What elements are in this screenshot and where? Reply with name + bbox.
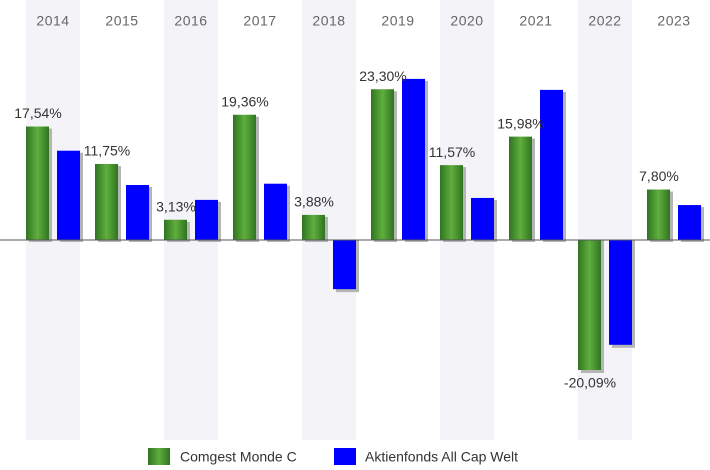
x-tick-label: 2016 (174, 13, 207, 29)
bar (126, 185, 149, 240)
legend-swatch (334, 448, 356, 465)
data-label: 17,54% (14, 105, 61, 121)
bar (647, 189, 670, 240)
x-tick-label: 2014 (36, 13, 69, 29)
bar (233, 114, 256, 240)
bar (540, 89, 563, 241)
data-label: -20,09% (564, 375, 616, 391)
data-label: 23,30% (359, 68, 406, 84)
bar (440, 165, 463, 240)
legend-label: Aktienfonds All Cap Welt (365, 449, 518, 465)
bar (609, 240, 632, 345)
bar (371, 89, 394, 241)
x-tick-label: 2017 (243, 13, 276, 29)
bar (195, 199, 218, 240)
legend-swatch (148, 448, 170, 465)
data-label: 11,75% (84, 143, 130, 159)
data-label: 19,36% (221, 93, 268, 109)
bar (509, 136, 532, 240)
data-label: 3,13% (156, 198, 196, 214)
bar (164, 219, 187, 240)
x-tick-label: 2022 (588, 13, 621, 29)
x-tick-label: 2021 (519, 13, 552, 29)
bar (26, 126, 49, 240)
bar (678, 205, 701, 240)
bar (471, 197, 494, 240)
data-label: 11,57% (429, 144, 475, 160)
bar (57, 150, 80, 240)
data-label: 7,80% (639, 168, 679, 184)
x-tick-label: 2015 (105, 13, 138, 29)
bar (302, 214, 325, 240)
bar (578, 240, 601, 370)
bar (333, 240, 356, 290)
bar (402, 78, 425, 240)
x-tick-label: 2020 (450, 13, 483, 29)
x-tick-label: 2023 (657, 13, 690, 29)
legend-label: Comgest Monde C (180, 449, 297, 465)
data-label: 15,98% (497, 115, 544, 131)
x-tick-label: 2018 (312, 13, 345, 29)
bar (95, 163, 118, 240)
data-label: 3,88% (294, 194, 334, 210)
bar (264, 183, 287, 240)
x-tick-label: 2019 (381, 13, 414, 29)
